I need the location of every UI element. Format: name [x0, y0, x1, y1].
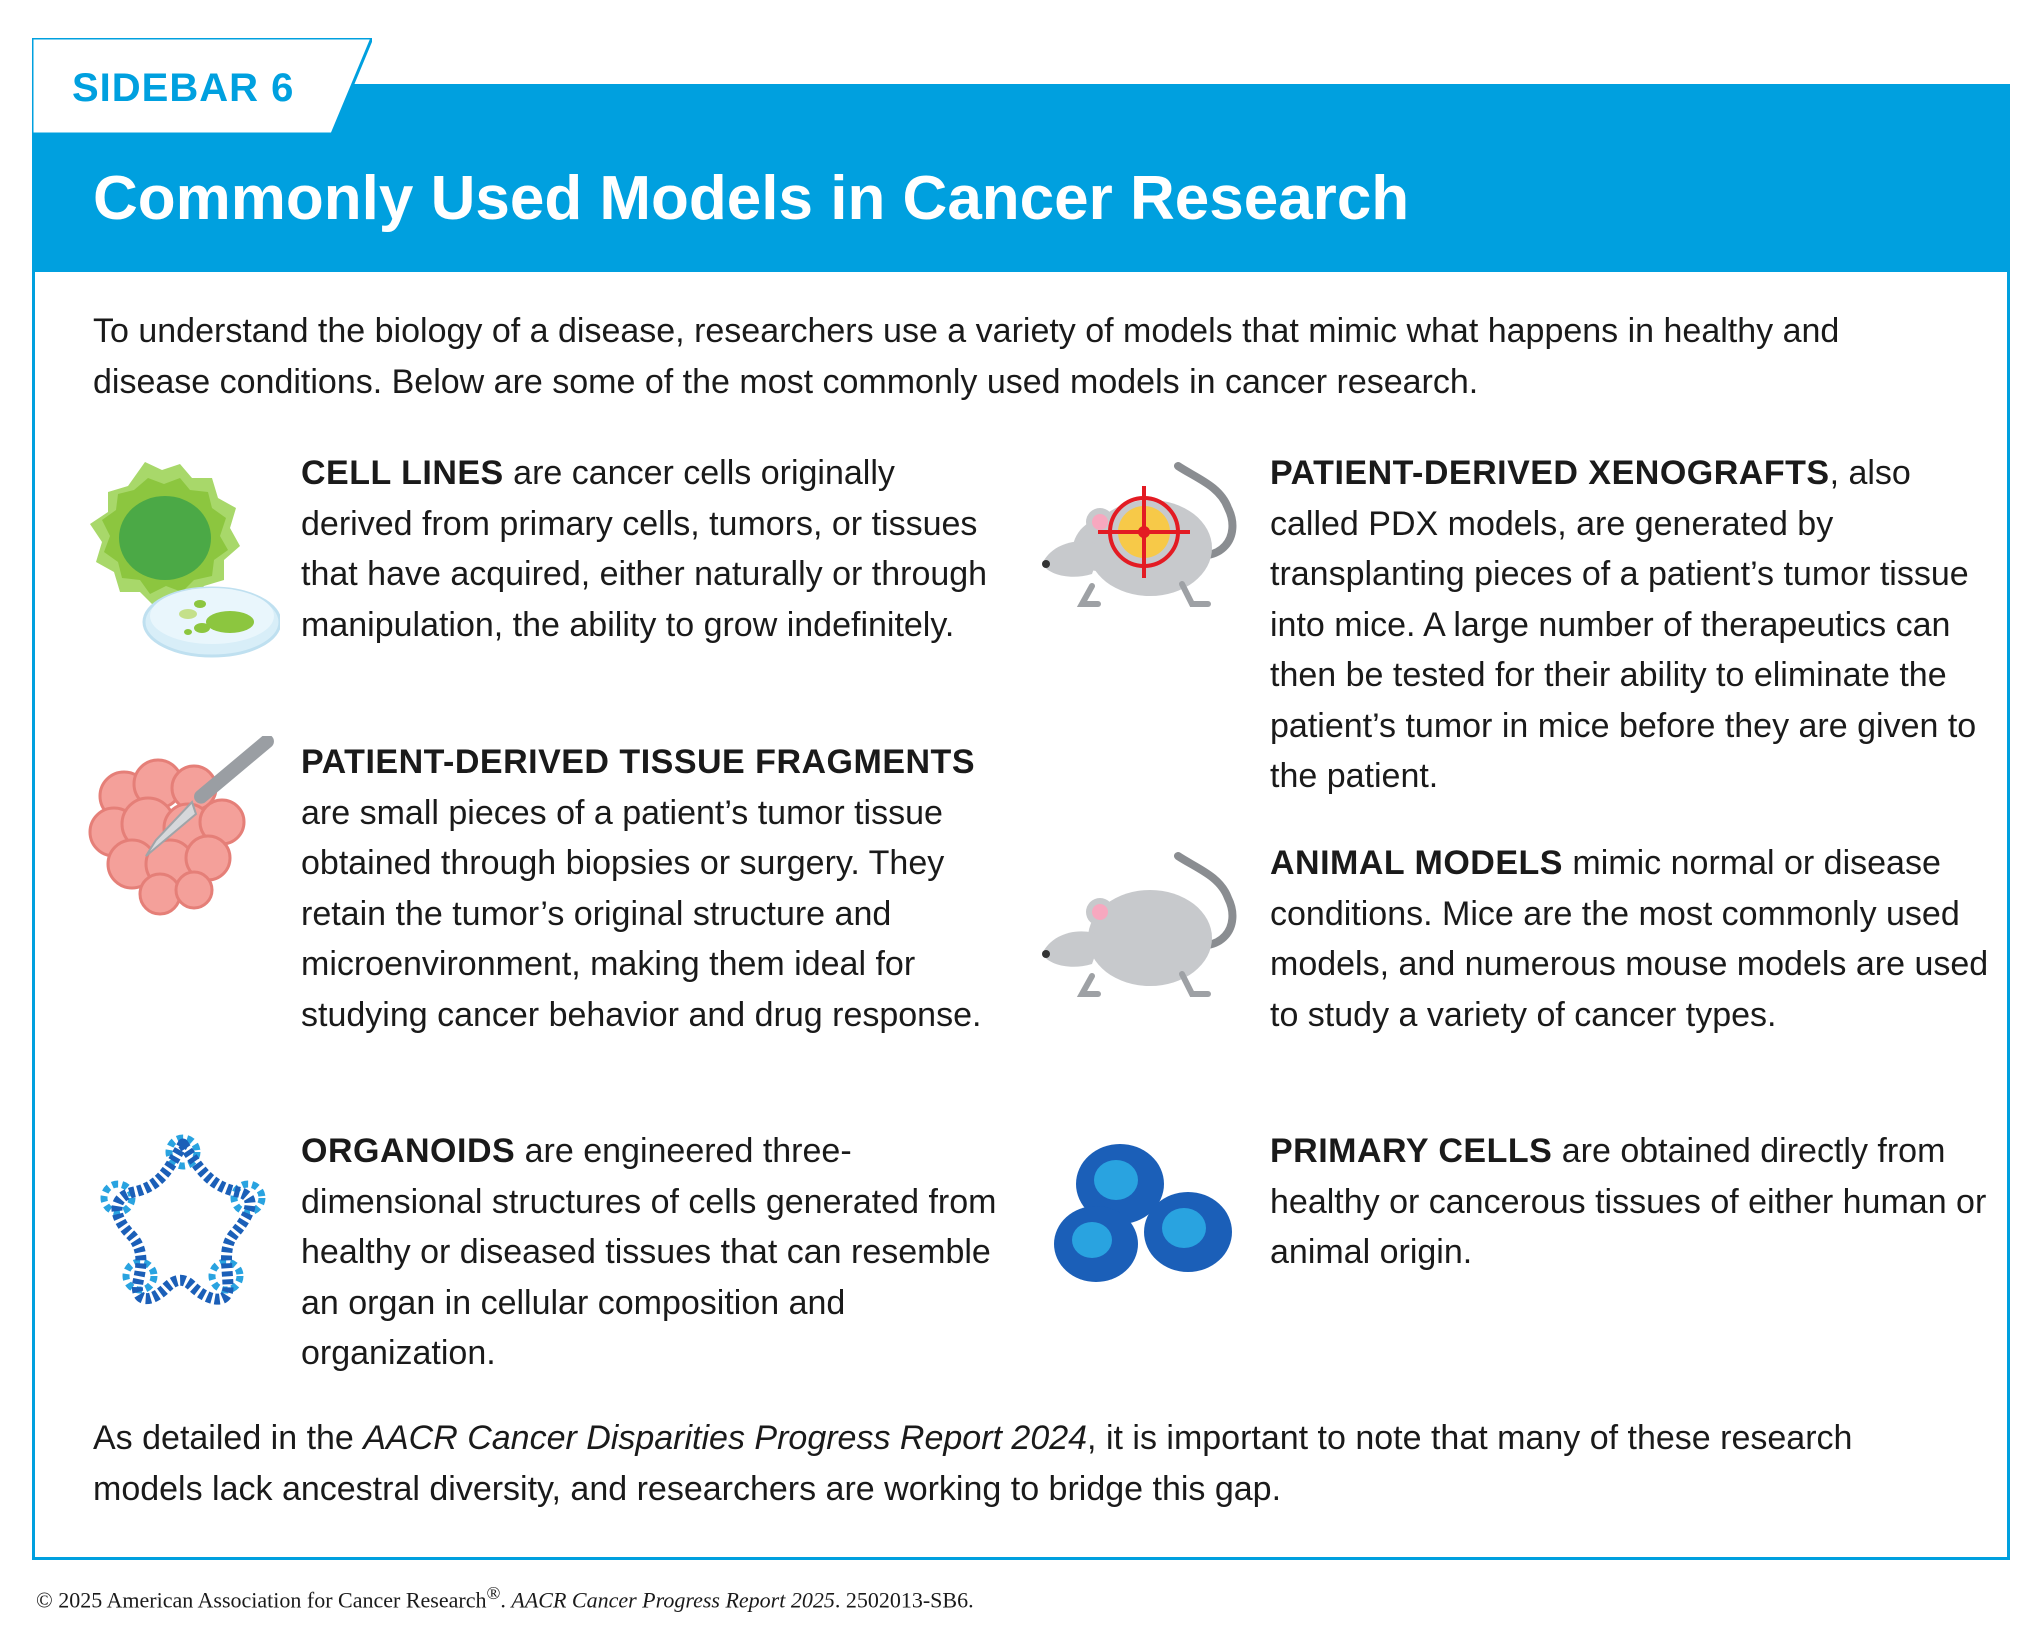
report-title: AACR Cancer Disparities Progress Report … — [363, 1419, 1088, 1457]
title-band-fill — [32, 84, 2010, 272]
mouse-icon — [1042, 852, 1237, 997]
page-title: Commonly Used Models in Cancer Research — [93, 164, 1410, 233]
blue-cells-icon — [1054, 1144, 1232, 1282]
primary-cells-text: are obtained directly from healthy or ca… — [1270, 1132, 1987, 1271]
cell-culture-dish-icon — [90, 462, 280, 658]
copyright-report: AACR Cancer Progress Report 2025 — [511, 1587, 835, 1613]
mouse-target-icon — [1042, 462, 1237, 607]
organoid-ring-icon — [100, 1134, 266, 1305]
primary-cells-term: PRIMARY CELLS — [1270, 1132, 1553, 1170]
sidebar-label: SIDEBAR 6 — [72, 66, 295, 110]
tissue-fragments-text: are small pieces of a patient’s tumor ti… — [301, 793, 982, 1034]
copyright-line: © 2025 American Association for Cancer R… — [36, 1583, 974, 1613]
intro-paragraph: To understand the biology of a disease, … — [93, 312, 1840, 401]
copyright-code: . 2502013-SB6. — [834, 1587, 974, 1613]
primary-cells-entry: PRIMARY CELLS are obtained directly from… — [1270, 1126, 1990, 1278]
cell-lines-term: CELL LINES — [301, 454, 504, 492]
copyright-owner: © 2025 American Association for Cancer R… — [36, 1587, 487, 1613]
sidebar-tab: SIDEBAR 6 — [32, 38, 372, 134]
closing-after: , it is important to note that many of t… — [93, 1419, 1853, 1508]
closing-before: As detailed in the — [93, 1419, 364, 1457]
closing-paragraph: As detailed in the AACR Cancer Dispariti… — [93, 1413, 1953, 1515]
animal-models-text: mimic normal or disease conditions. Mice… — [1270, 844, 1989, 1034]
tissue-fragments-term: PATIENT-DERIVED TISSUE FRAGMENTS — [301, 743, 976, 781]
animal-models-entry: ANIMAL MODELS mimic normal or disease co… — [1270, 838, 1990, 1040]
tissue-fragments-entry: PATIENT-DERIVED TISSUE FRAGMENTS are sma… — [301, 737, 1021, 1040]
xenografts-text: , also called PDX models, are generated … — [1270, 454, 1977, 795]
xenografts-entry: PATIENT-DERIVED XENOGRAFTS, also called … — [1270, 448, 1990, 802]
organoids-term: ORGANOIDS — [301, 1132, 516, 1170]
organoids-text: are engineered three-dimensional structu… — [301, 1132, 997, 1372]
animal-models-term: ANIMAL MODELS — [1270, 844, 1563, 882]
cell-lines-entry: CELL LINES are cancer cells originally d… — [301, 448, 1001, 650]
sidebar-tab-shape — [32, 38, 372, 134]
sidebar-frame — [32, 84, 2010, 1560]
copyright-sep: . — [500, 1587, 512, 1613]
registered-mark: ® — [486, 1583, 501, 1603]
organoids-entry: ORGANOIDS are engineered three-dimension… — [301, 1126, 1021, 1379]
tissue-scalpel-icon — [88, 736, 274, 916]
xenografts-term: PATIENT-DERIVED XENOGRAFTS — [1270, 454, 1830, 492]
cell-lines-text: are cancer cells originally derived from… — [301, 454, 988, 644]
